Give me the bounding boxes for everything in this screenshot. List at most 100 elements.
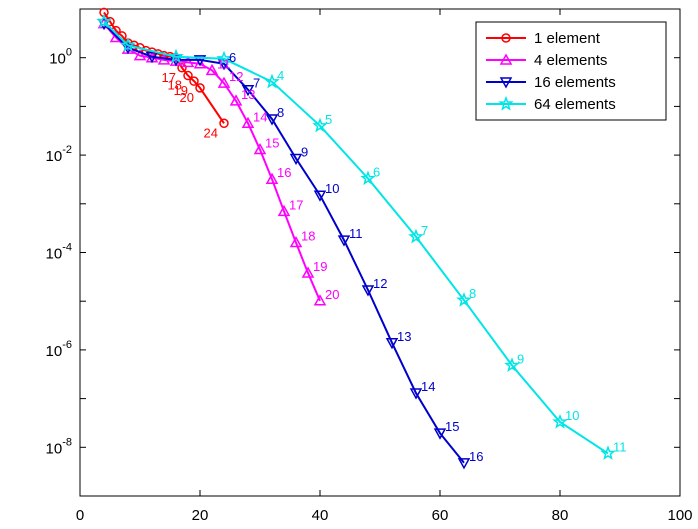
data-point — [241, 84, 255, 97]
iteration-label: 15 — [265, 136, 279, 151]
data-point — [216, 50, 232, 66]
data-point — [219, 118, 229, 129]
data-point — [120, 37, 136, 52]
legend-item: 64 elements — [486, 95, 616, 113]
data-point — [289, 153, 303, 166]
x-tick-label: 0 — [76, 507, 84, 524]
data-point — [229, 94, 243, 106]
legend-label: 16 elements — [534, 74, 616, 91]
iteration-label: 16 — [469, 449, 483, 464]
data-point — [504, 357, 520, 373]
iteration-label: 17 — [162, 70, 176, 85]
data-point — [193, 55, 207, 67]
iteration-label: 10 — [325, 181, 339, 196]
y-tick-label: 10-8 — [46, 436, 72, 457]
series-layer — [96, 7, 616, 470]
x-tick-label: 80 — [552, 507, 569, 524]
data-point — [361, 285, 375, 297]
iteration-label: 8 — [277, 105, 284, 120]
data-point — [457, 458, 471, 470]
iteration-label: 13 — [241, 87, 255, 102]
iteration-label: 4 — [277, 68, 284, 83]
data-point — [195, 83, 205, 93]
data-point — [313, 294, 327, 306]
data-point — [241, 116, 255, 129]
iteration-label: 10 — [565, 408, 579, 423]
y-tick-label: 10-2 — [46, 144, 72, 165]
data-point — [385, 338, 399, 350]
iteration-label: 7 — [253, 76, 260, 91]
legend-item: 1 element — [486, 30, 601, 47]
iteration-label: 5 — [325, 112, 332, 127]
iteration-label: 12 — [373, 276, 387, 291]
data-point — [600, 445, 616, 460]
iteration-label: 20 — [325, 287, 339, 302]
iteration-label: 11 — [613, 439, 627, 454]
legend-item: 4 elements — [486, 52, 607, 69]
legend-label: 4 elements — [534, 52, 607, 69]
iteration-label: 20 — [180, 90, 194, 105]
iteration-label: 24 — [204, 125, 218, 140]
y-tick-label: 100 — [49, 47, 72, 68]
point-labels: 1718192024111213141516171819206789101112… — [162, 50, 627, 464]
legend-marker — [498, 95, 514, 111]
data-point — [409, 388, 423, 400]
iteration-label: 11 — [217, 56, 231, 71]
y-tick-label: 10-4 — [46, 242, 72, 263]
iteration-label: 11 — [349, 226, 363, 241]
data-point — [313, 190, 327, 202]
data-point — [312, 117, 328, 133]
iteration-label: 14 — [253, 109, 267, 124]
iteration-label: 13 — [397, 329, 411, 344]
iteration-label: 15 — [445, 419, 459, 434]
data-point — [189, 76, 199, 86]
legend-marker — [501, 33, 511, 43]
data-point — [168, 48, 184, 64]
data-point — [408, 228, 424, 244]
data-point — [177, 63, 187, 73]
data-point — [145, 51, 159, 64]
legend: 1 element 4 elements 16 elements 64 element… — [475, 21, 667, 121]
legend-item: 16 elements — [486, 74, 616, 91]
data-point — [289, 236, 303, 248]
iteration-label: 8 — [469, 286, 476, 301]
iteration-label: 9 — [301, 145, 308, 160]
series-line — [103, 20, 609, 455]
data-point — [552, 413, 568, 429]
iteration-label: 19 — [313, 259, 327, 274]
iteration-label: 6 — [373, 165, 380, 180]
data-point — [265, 114, 279, 126]
x-tick-label: 20 — [192, 507, 209, 524]
iteration-label: 18 — [301, 229, 315, 244]
data-point — [193, 57, 207, 69]
data-point — [181, 55, 195, 68]
iteration-label: 7 — [421, 223, 428, 238]
series-line — [103, 23, 321, 302]
data-point — [133, 49, 147, 61]
data-point — [277, 204, 291, 217]
data-point — [183, 70, 193, 81]
iteration-label: 16 — [277, 165, 291, 180]
iteration-label: 9 — [517, 351, 524, 366]
data-point — [301, 266, 315, 278]
x-tick-label: 100 — [667, 507, 692, 524]
iteration-label: 17 — [289, 197, 303, 212]
iteration-label: 12 — [229, 69, 243, 84]
iteration-label: 19 — [174, 83, 188, 98]
legend-marker — [499, 77, 513, 89]
data-point — [456, 292, 472, 307]
iteration-label: 18 — [168, 78, 182, 93]
y-tick-label: 10-6 — [46, 339, 72, 360]
iteration-label: 14 — [421, 379, 435, 394]
data-point — [264, 73, 280, 89]
data-point — [360, 170, 376, 186]
x-tick-label: 60 — [432, 507, 449, 524]
data-point — [205, 63, 219, 76]
data-point — [337, 235, 351, 247]
data-point — [217, 76, 231, 88]
legend-label: 64 elements — [534, 96, 616, 113]
data-point — [253, 143, 267, 155]
data-point — [433, 428, 447, 440]
data-point — [96, 13, 112, 29]
